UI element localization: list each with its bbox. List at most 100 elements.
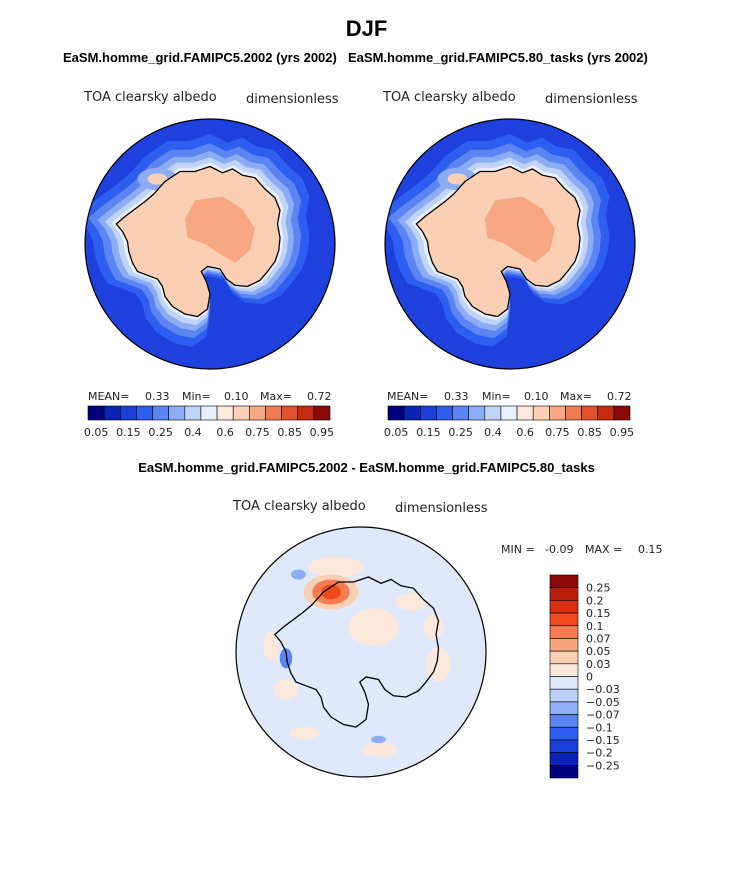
control-colorbar-tick-6: 0.85 [577,426,602,439]
diff-colorbar-tick-1: 0.2 [586,594,604,607]
diff-negative-patch-2 [371,735,386,744]
control-colorbar-swatch-11 [565,405,582,421]
control-colorbar-tick-4: 0.6 [516,426,534,439]
diff-colorbar-tick-9: −0.05 [586,696,620,709]
diff-colorbar-swatch-5 [549,638,579,652]
page-title: DJF [345,16,388,41]
case-colorbar-tick-7: 0.95 [310,426,335,439]
diff-min-label: MIN = [501,543,535,556]
diff-colorbar-tick-11: −0.1 [586,721,613,734]
case-colorbar-swatch-6 [184,405,202,421]
case-colorbar-swatch-11 [265,405,282,421]
diff-colorbar-swatch-13 [549,739,579,753]
diff-colorbar-tick-4: 0.07 [586,632,611,645]
diff-colorbar: 0.250.20.150.10.070.050.030−0.03−0.05−0.… [549,574,620,779]
diff-positive-patch-1 [396,593,426,611]
control-title: EaSM.homme_grid.FAMIPC5.80_tasks (yrs 20… [348,50,648,65]
control-coastline [415,165,581,318]
control-colorbar-tick-3: 0.4 [484,426,502,439]
case-colorbar-swatch-7 [200,405,218,421]
control-high-albedo-plateau [485,196,555,263]
case-high-albedo-plateau [185,196,255,263]
control-colorbar-tick-2: 0.25 [448,426,473,439]
case-weddell-sea-ice-core [147,173,168,185]
case-map-border [84,118,336,370]
diff-max-value: 0.15 [638,543,663,556]
diff-colorbar-swatch-8 [549,676,579,690]
case-map [84,118,336,370]
diff-colorbar-swatch-7 [549,663,579,677]
diff-units-label: dimensionless [395,501,488,516]
diff-colorbar-tick-0: 0.25 [586,582,611,595]
diff-colorbar-tick-5: 0.05 [586,645,611,658]
case-units-label: dimensionless [246,92,339,107]
diff-variable-label: TOA clearsky albedo [233,499,366,514]
control-colorbar-swatch-8 [516,405,534,421]
diff-colorbar-swatch-11 [549,714,579,728]
case-min-value: 0.10 [224,390,249,403]
diff-colorbar-tick-12: −0.15 [586,734,620,747]
control-colorbar-swatch-5 [468,405,486,421]
case-colorbar-tick-4: 0.6 [216,426,234,439]
case-max-label: Max= [260,390,292,403]
diff-colorbar-swatch-4 [549,625,579,639]
diff-colorbar-tick-2: 0.15 [586,607,611,620]
case-colorbar-swatch-3 [136,405,153,421]
control-weddell-sea-ice-core [447,173,468,185]
case-colorbar-swatch-12 [281,405,299,421]
diff-colorbar-tick-8: −0.03 [586,683,620,696]
diff-title: EaSM.homme_grid.FAMIPC5.2002 - EaSM.homm… [138,460,595,475]
diff-positive-patch-0 [308,557,364,577]
case-colorbar-tick-3: 0.4 [184,426,202,439]
diff-colorbar-tick-7: 0 [586,671,593,684]
control-max-label: Max= [560,390,592,403]
case-colorbar-tick-0: 0.05 [84,426,109,439]
case-colorbar-swatch-5 [168,405,186,421]
control-map-border [384,118,636,370]
control-colorbar-swatch-1 [403,405,421,421]
case-colorbar-tick-2: 0.25 [148,426,173,439]
case-colorbar-swatch-8 [216,405,234,421]
case-colorbar-swatch-10 [249,405,266,421]
control-colorbar-swatch-0 [387,405,405,421]
diff-negative-patch-0 [279,648,293,669]
diff-min-value: -0.09 [545,543,574,556]
case-title: EaSM.homme_grid.FAMIPC5.2002 (yrs 2002) [63,50,337,65]
case-mean-label: MEAN= [88,390,130,403]
diff-colorbar-swatch-6 [549,650,579,665]
control-max-value: 0.72 [607,390,632,403]
diff-positive-patch-6 [289,727,320,740]
control-colorbar-swatch-7 [500,405,518,421]
control-colorbar-swatch-2 [419,405,437,421]
diff-colorbar-swatch-10 [549,701,579,715]
diff-max-label: MAX = [585,543,623,556]
control-colorbar-swatch-3 [436,405,453,421]
control-min-label: Min= [482,390,511,403]
diff-colorbar-tick-13: −0.2 [586,747,613,760]
control-colorbar-tick-5: 0.75 [545,426,570,439]
control-mean-label: MEAN= [387,390,429,403]
diff-colorbar-swatch-2 [549,600,579,614]
diff-positive-patch-7 [423,614,444,640]
control-mean-value: 0.33 [444,390,469,403]
control-colorbar-swatch-9 [532,405,550,421]
diff-zero-field [236,527,486,777]
case-max-value: 0.72 [307,390,332,403]
control-map [384,118,636,370]
diff-colorbar-tick-3: 0.1 [586,620,604,633]
case-mean-value: 0.33 [145,390,170,403]
case-colorbar-swatch-13 [297,405,315,421]
diff-positive-patch-8 [263,630,279,661]
diff-colorbar-swatch-12 [549,726,579,741]
diff-colorbar-swatch-14 [549,752,579,766]
case-colorbar: 0.05 0.15 0.25 0.4 0.6 0.75 0.85 0.95 [84,405,335,439]
case-min-label: Min= [182,390,211,403]
case-coastline [115,165,281,318]
diff-coastline [273,576,440,728]
case-variable-label: TOA clearsky albedo [84,90,217,105]
diff-colorbar-swatch-3 [549,612,579,627]
diff-anomaly-core [321,584,341,600]
control-colorbar-swatch-13 [597,405,615,421]
control-min-value: 0.10 [524,390,549,403]
diff-colorbar-swatch-0 [549,574,579,588]
